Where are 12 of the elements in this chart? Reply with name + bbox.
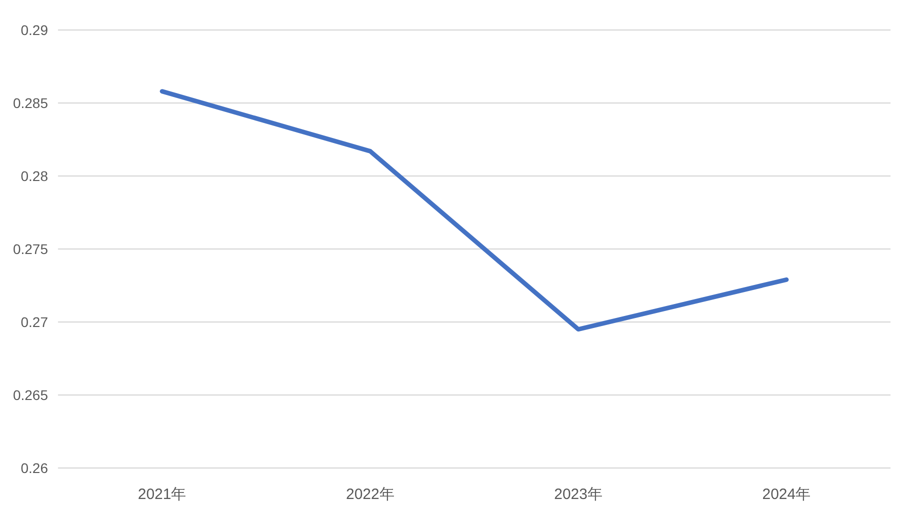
y-tick-label: 0.29	[20, 22, 48, 38]
y-tick-label: 0.26	[20, 460, 48, 476]
x-tick-label: 2023年	[554, 486, 602, 503]
y-tick-label: 0.275	[12, 241, 48, 257]
y-tick-label: 0.28	[20, 168, 48, 184]
x-tick-label: 2021年	[138, 486, 186, 503]
y-tick-label: 0.285	[12, 95, 48, 111]
y-tick-label: 0.265	[12, 387, 48, 403]
x-tick-label: 2024年	[762, 486, 811, 503]
x-tick-label: 2022年	[346, 486, 394, 503]
line-series	[160, 89, 789, 332]
y-tick-label: 0.27	[20, 314, 48, 330]
